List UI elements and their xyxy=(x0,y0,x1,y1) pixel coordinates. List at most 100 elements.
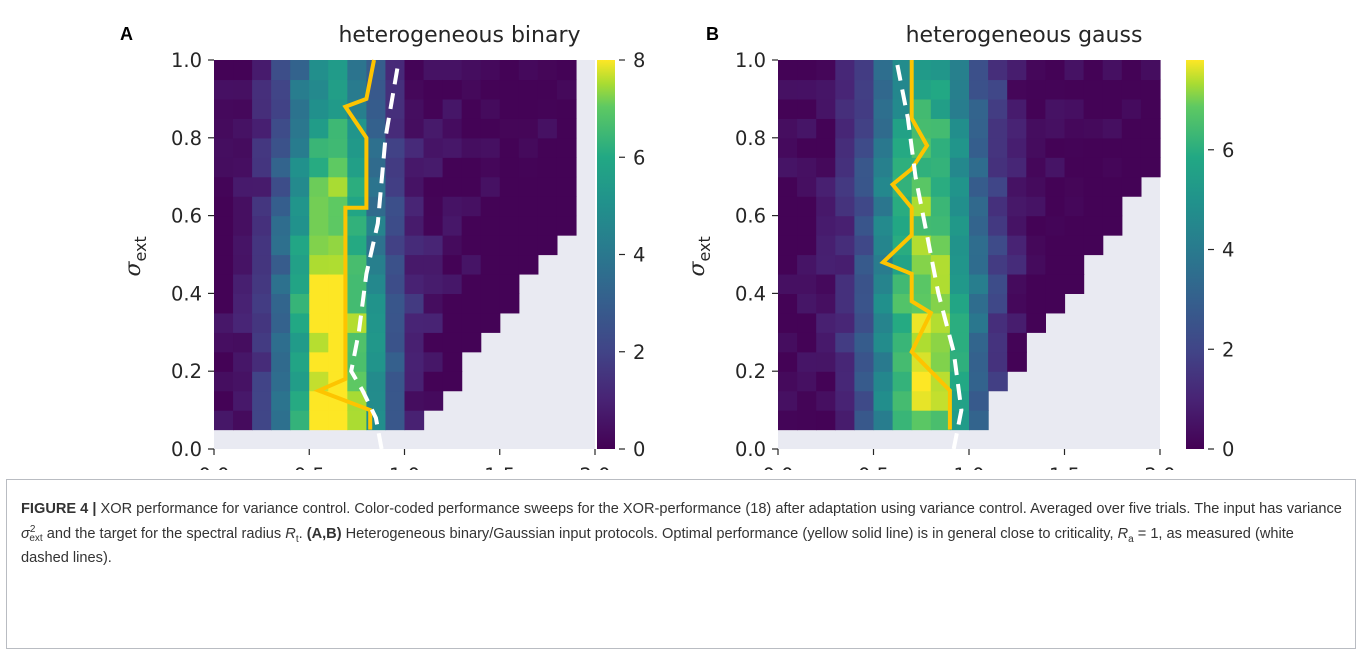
heatmap-cell xyxy=(949,118,970,139)
heatmap-cell xyxy=(1026,196,1046,217)
heatmap-cell xyxy=(835,254,855,275)
colorbar-tick-label: 2 xyxy=(1222,338,1234,361)
heatmap-cell xyxy=(290,196,310,217)
heatmap-cell xyxy=(214,196,234,217)
heatmap-cell xyxy=(290,235,310,256)
heatmap-cell xyxy=(778,118,798,139)
heatmap-cell xyxy=(214,390,234,411)
heatmap-cell xyxy=(233,235,253,256)
heatmap-cell xyxy=(290,157,310,178)
heatmap-cell xyxy=(442,196,463,217)
heatmap-cell xyxy=(911,60,932,81)
heatmap-cell xyxy=(988,79,1008,100)
heatmap-cell xyxy=(1045,176,1066,197)
heatmap-cell xyxy=(988,118,1008,139)
heatmap-cell xyxy=(556,98,577,119)
heatmap-cell xyxy=(480,312,501,333)
heatmap-cell xyxy=(404,215,425,236)
heatmap-cell xyxy=(366,293,387,314)
heatmap-cell xyxy=(214,157,234,178)
heatmap-cell xyxy=(480,176,501,197)
heatmap-cell xyxy=(1007,137,1027,158)
heatmap-cell xyxy=(480,235,501,256)
heatmap-cell xyxy=(366,196,387,217)
heatmap-cell xyxy=(778,235,798,256)
heatmap-cell xyxy=(1007,118,1027,139)
heatmap-cell xyxy=(930,98,951,119)
heatmap-cell xyxy=(1026,215,1046,236)
heatmap-cell xyxy=(366,351,387,372)
x-tick-label: 1.5 xyxy=(484,464,515,470)
heatmap-cell xyxy=(854,273,875,294)
heatmap-cell xyxy=(854,196,875,217)
heatmap-cell xyxy=(1083,137,1104,158)
heatmap-cell xyxy=(480,254,501,275)
heatmap-cell xyxy=(949,254,970,275)
heatmap-cell xyxy=(252,332,272,353)
heatmap-cell xyxy=(969,137,989,158)
heatmap-cell xyxy=(1140,60,1161,81)
caption-r-symbol: R xyxy=(285,525,296,542)
heatmap-cell xyxy=(835,157,855,178)
heatmap-cell xyxy=(854,79,875,100)
heatmap-cell xyxy=(328,79,348,100)
heatmap-cell xyxy=(499,215,520,236)
heatmap-cell xyxy=(461,293,482,314)
heatmap-cell xyxy=(1007,196,1027,217)
heatmap-cell xyxy=(423,215,444,236)
heatmap-cell xyxy=(797,235,817,256)
heatmap-cell xyxy=(385,215,406,236)
heatmap-cell xyxy=(854,215,875,236)
heatmap-cell xyxy=(214,410,234,431)
heatmap-cell xyxy=(366,137,387,158)
heatmap-cell xyxy=(537,215,558,236)
heatmap-cell xyxy=(252,137,272,158)
optimal-performance-line xyxy=(879,60,952,430)
heatmap-cell xyxy=(366,273,387,294)
heatmap-cell xyxy=(1102,157,1123,178)
heatmap-cell xyxy=(1102,196,1123,217)
heatmap-cell xyxy=(969,235,989,256)
heatmap-cell xyxy=(873,157,894,178)
heatmap-cell xyxy=(778,196,798,217)
heatmap-cell xyxy=(797,332,817,353)
heatmap-cell xyxy=(988,215,1008,236)
heatmap-cell xyxy=(1007,215,1027,236)
heatmap-cell xyxy=(1045,98,1066,119)
heatmap-cell xyxy=(423,390,444,411)
heatmap-cell xyxy=(1026,60,1046,81)
heatmap-cell xyxy=(461,332,482,353)
caption-sigma-symbol: σ xyxy=(21,525,30,542)
heatmap-cell xyxy=(461,273,482,294)
heatmap-cell xyxy=(347,410,367,431)
heatmap-cell xyxy=(854,118,875,139)
heatmap-cell xyxy=(290,176,310,197)
heatmap-cell xyxy=(969,371,989,392)
heatmap-cell xyxy=(404,293,425,314)
heatmap-cell xyxy=(816,293,836,314)
x-tick-label: 0.0 xyxy=(198,464,229,470)
heatmap-cell xyxy=(499,293,520,314)
heatmap-cell xyxy=(930,332,951,353)
heatmap-cell xyxy=(271,118,291,139)
heatmap-cell xyxy=(347,79,367,100)
heatmap-cell xyxy=(797,60,817,81)
heatmap-cell xyxy=(461,137,482,158)
caption-text-2: and the target for the spectral radius xyxy=(42,525,286,542)
heatmap-cell xyxy=(423,118,444,139)
heatmap-cell xyxy=(347,176,367,197)
heatmap-cell xyxy=(1045,157,1066,178)
heatmap-cell xyxy=(366,79,387,100)
heatmap-cell xyxy=(309,312,329,333)
heatmap-cell xyxy=(423,60,444,81)
heatmap-cell xyxy=(423,176,444,197)
heatmap-cell xyxy=(1083,215,1104,236)
heatmap-cell xyxy=(404,60,425,81)
heatmap-cell xyxy=(1140,98,1161,119)
heatmap-cell xyxy=(423,157,444,178)
heatmap-cell xyxy=(347,273,367,294)
heatmap-cell xyxy=(1026,273,1046,294)
heatmap-cell xyxy=(252,390,272,411)
heatmap-cell xyxy=(816,254,836,275)
heatmap-cell xyxy=(309,215,329,236)
